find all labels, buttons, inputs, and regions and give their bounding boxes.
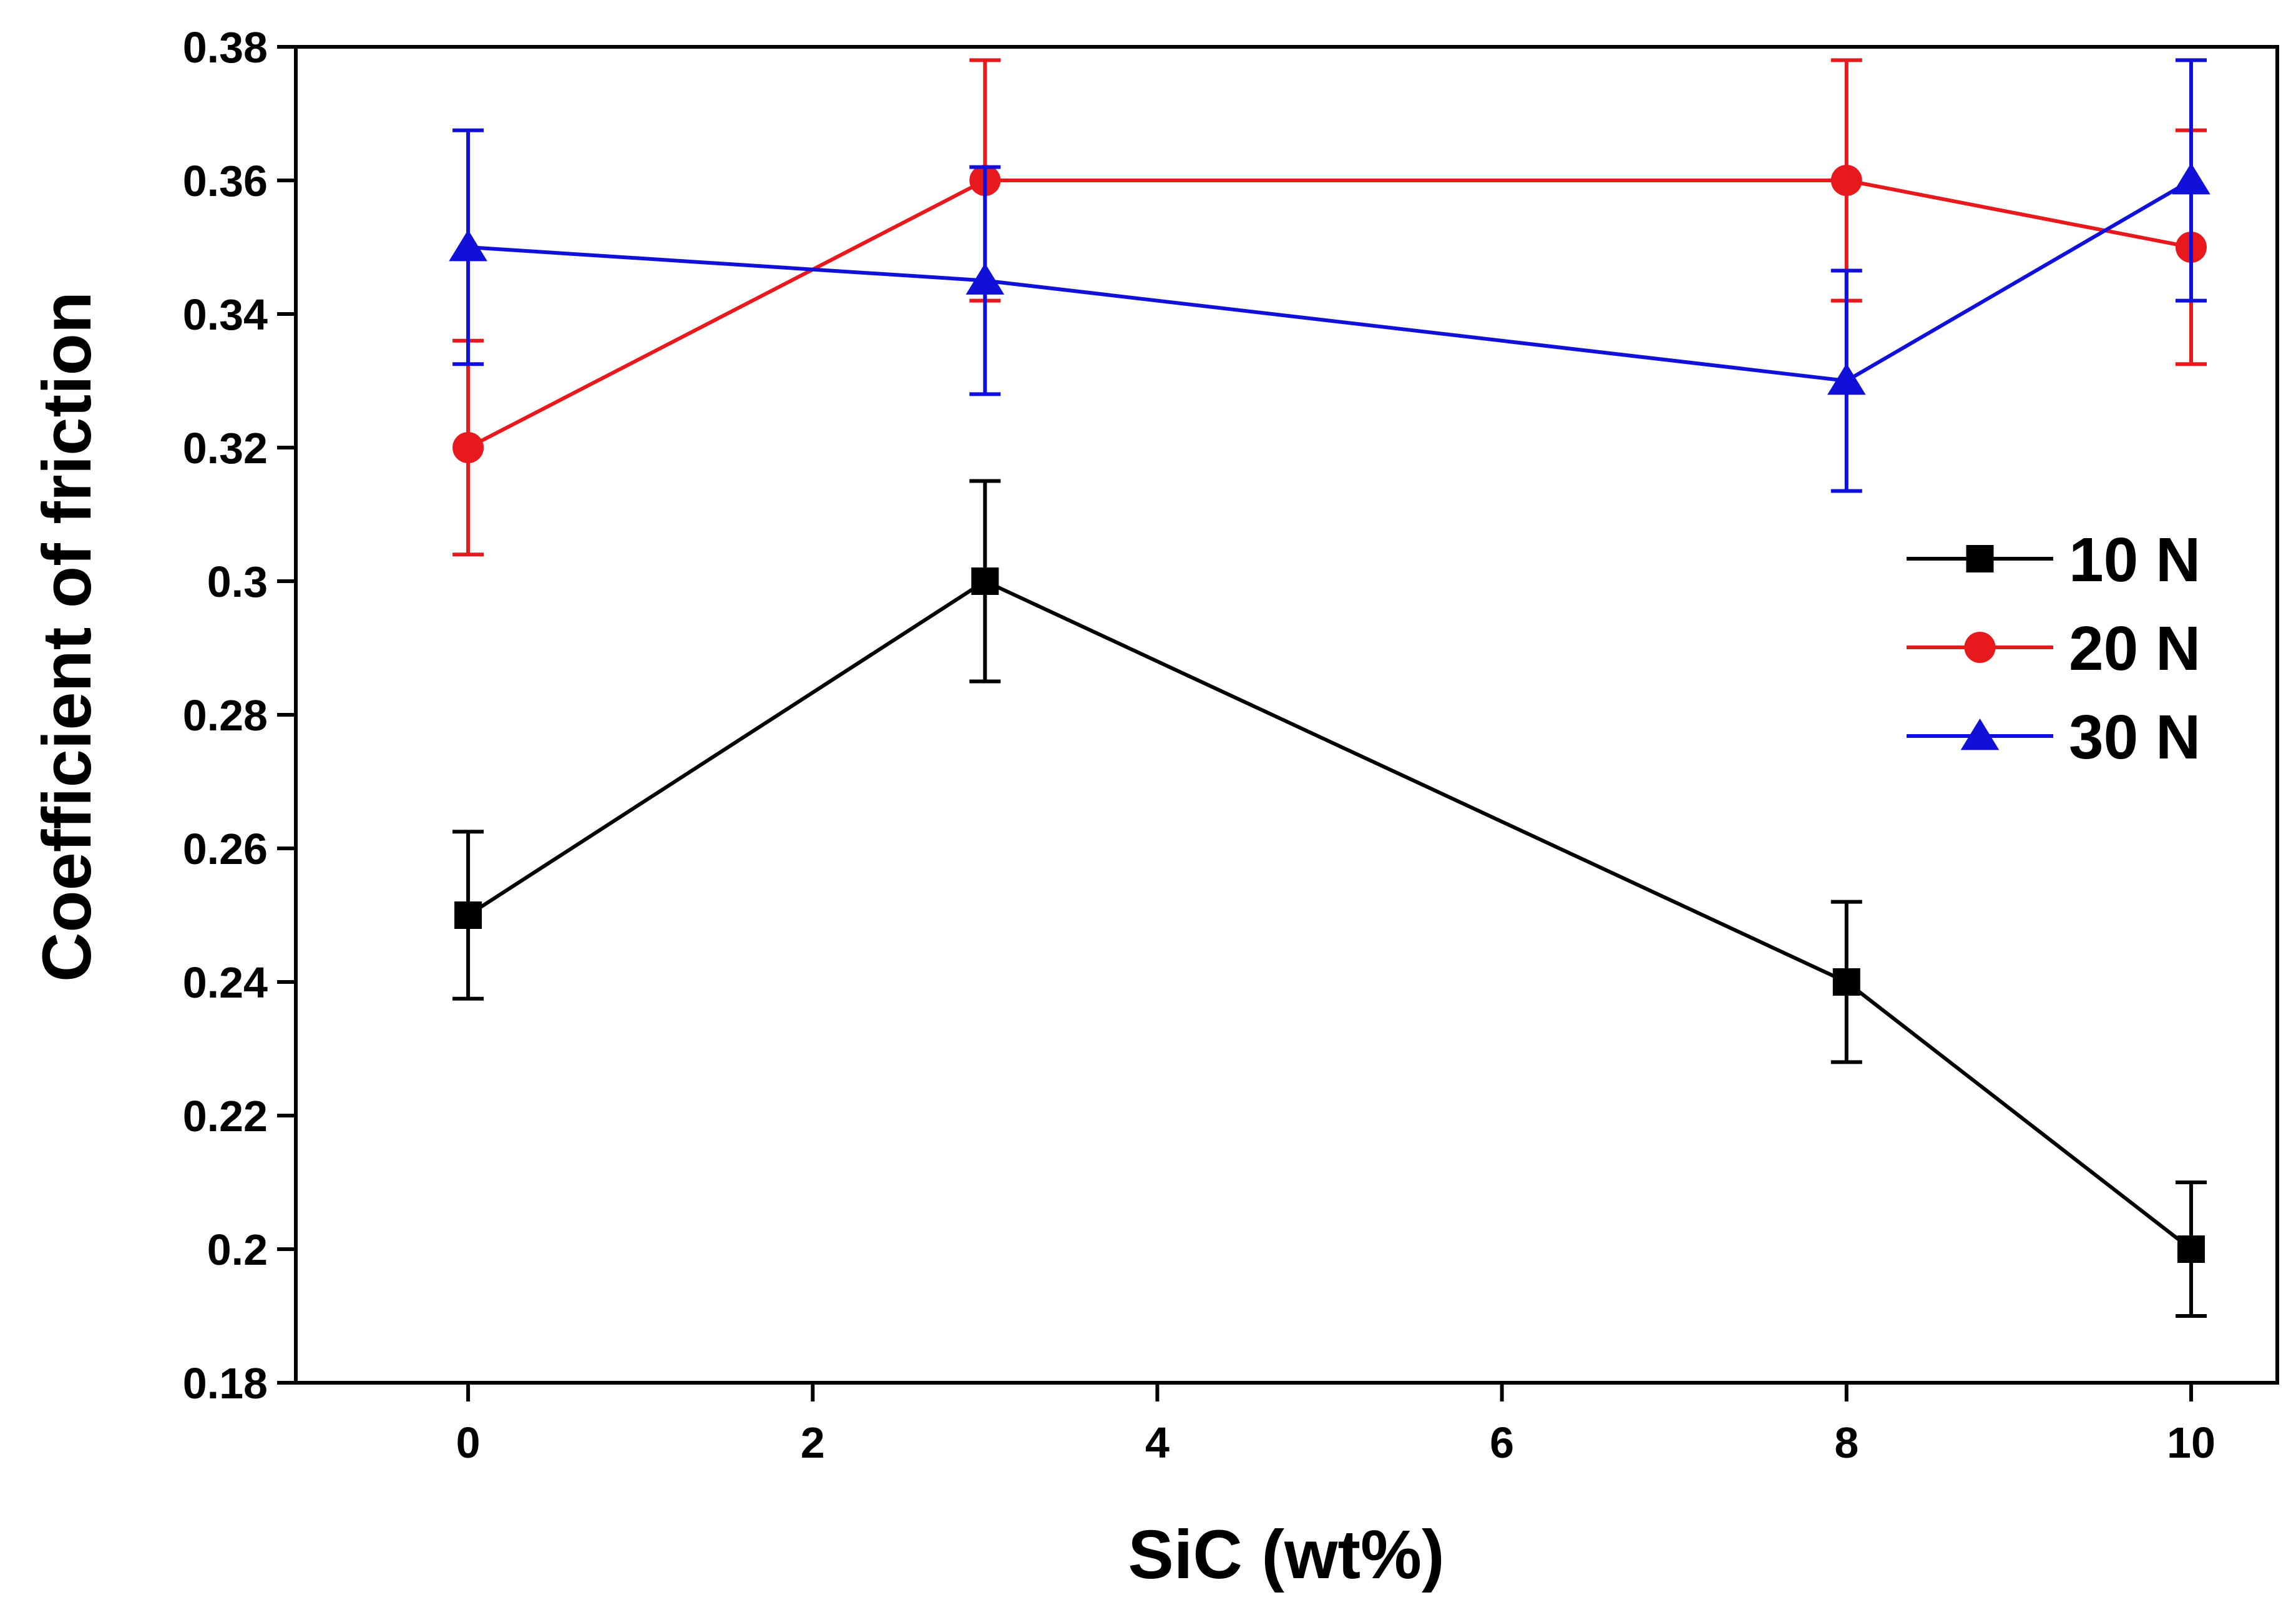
series-line <box>467 179 2192 383</box>
y-axis: 0.18 0.2 0.22 0.24 0.26 0.28 0.3 0.32 0.34 0.36 0.… <box>183 23 296 1408</box>
y-tick-label: 0.34 <box>183 290 268 339</box>
legend-entry: 10 N <box>1907 525 2201 595</box>
data-point <box>1827 363 1866 395</box>
series-30n <box>449 58 2211 493</box>
y-tick-label: 0.38 <box>183 23 268 72</box>
series-layer <box>449 58 2211 1318</box>
data-point <box>2177 1235 2205 1263</box>
y-tick-label: 0.24 <box>183 958 268 1007</box>
x-tick-label: 8 <box>1834 1418 1859 1467</box>
y-tick-label: 0.2 <box>207 1225 268 1274</box>
legend-marker <box>1960 719 2000 750</box>
legend: 10 N 20 N 30 N <box>1907 525 2201 772</box>
data-point <box>2172 163 2211 195</box>
data-point <box>449 230 487 262</box>
legend-entry: 30 N <box>1907 702 2201 772</box>
x-axis: 0 2 4 6 8 10 <box>456 1383 2215 1467</box>
y-tick-label: 0.28 <box>183 691 268 740</box>
x-tick-label: 6 <box>1490 1418 1514 1467</box>
y-tick-label: 0.26 <box>183 825 268 873</box>
y-tick-label: 0.22 <box>183 1092 268 1141</box>
data-point <box>1830 165 1862 196</box>
y-tick-label: 0.18 <box>183 1359 268 1408</box>
y-tick-label: 0.36 <box>183 157 268 205</box>
legend-entry: 20 N <box>1907 614 2201 684</box>
data-point <box>454 901 482 929</box>
data-point <box>965 263 1005 295</box>
y-axis-title: Coefficient of friction <box>29 292 105 982</box>
legend-label: 20 N <box>2069 614 2201 684</box>
x-axis-title: SiC (wt%) <box>1128 1516 1444 1593</box>
x-tick-label: 0 <box>456 1418 481 1467</box>
x-tick-label: 2 <box>801 1418 825 1467</box>
legend-label: 10 N <box>2069 525 2201 595</box>
data-point <box>452 432 484 463</box>
series-line <box>467 579 2192 1251</box>
series-10n <box>452 479 2207 1318</box>
legend-marker <box>1966 545 1994 572</box>
y-tick-label: 0.3 <box>207 557 268 606</box>
x-tick-label: 10 <box>2167 1418 2215 1467</box>
x-tick-label: 4 <box>1145 1418 1170 1467</box>
plot-area <box>294 45 2279 1385</box>
data-point <box>1832 968 1860 996</box>
series-line <box>467 179 2192 449</box>
data-point <box>971 567 999 595</box>
legend-marker <box>1964 632 1996 663</box>
y-tick-label: 0.32 <box>183 424 268 473</box>
series-20n <box>452 58 2207 557</box>
legend-label: 30 N <box>2069 702 2201 772</box>
